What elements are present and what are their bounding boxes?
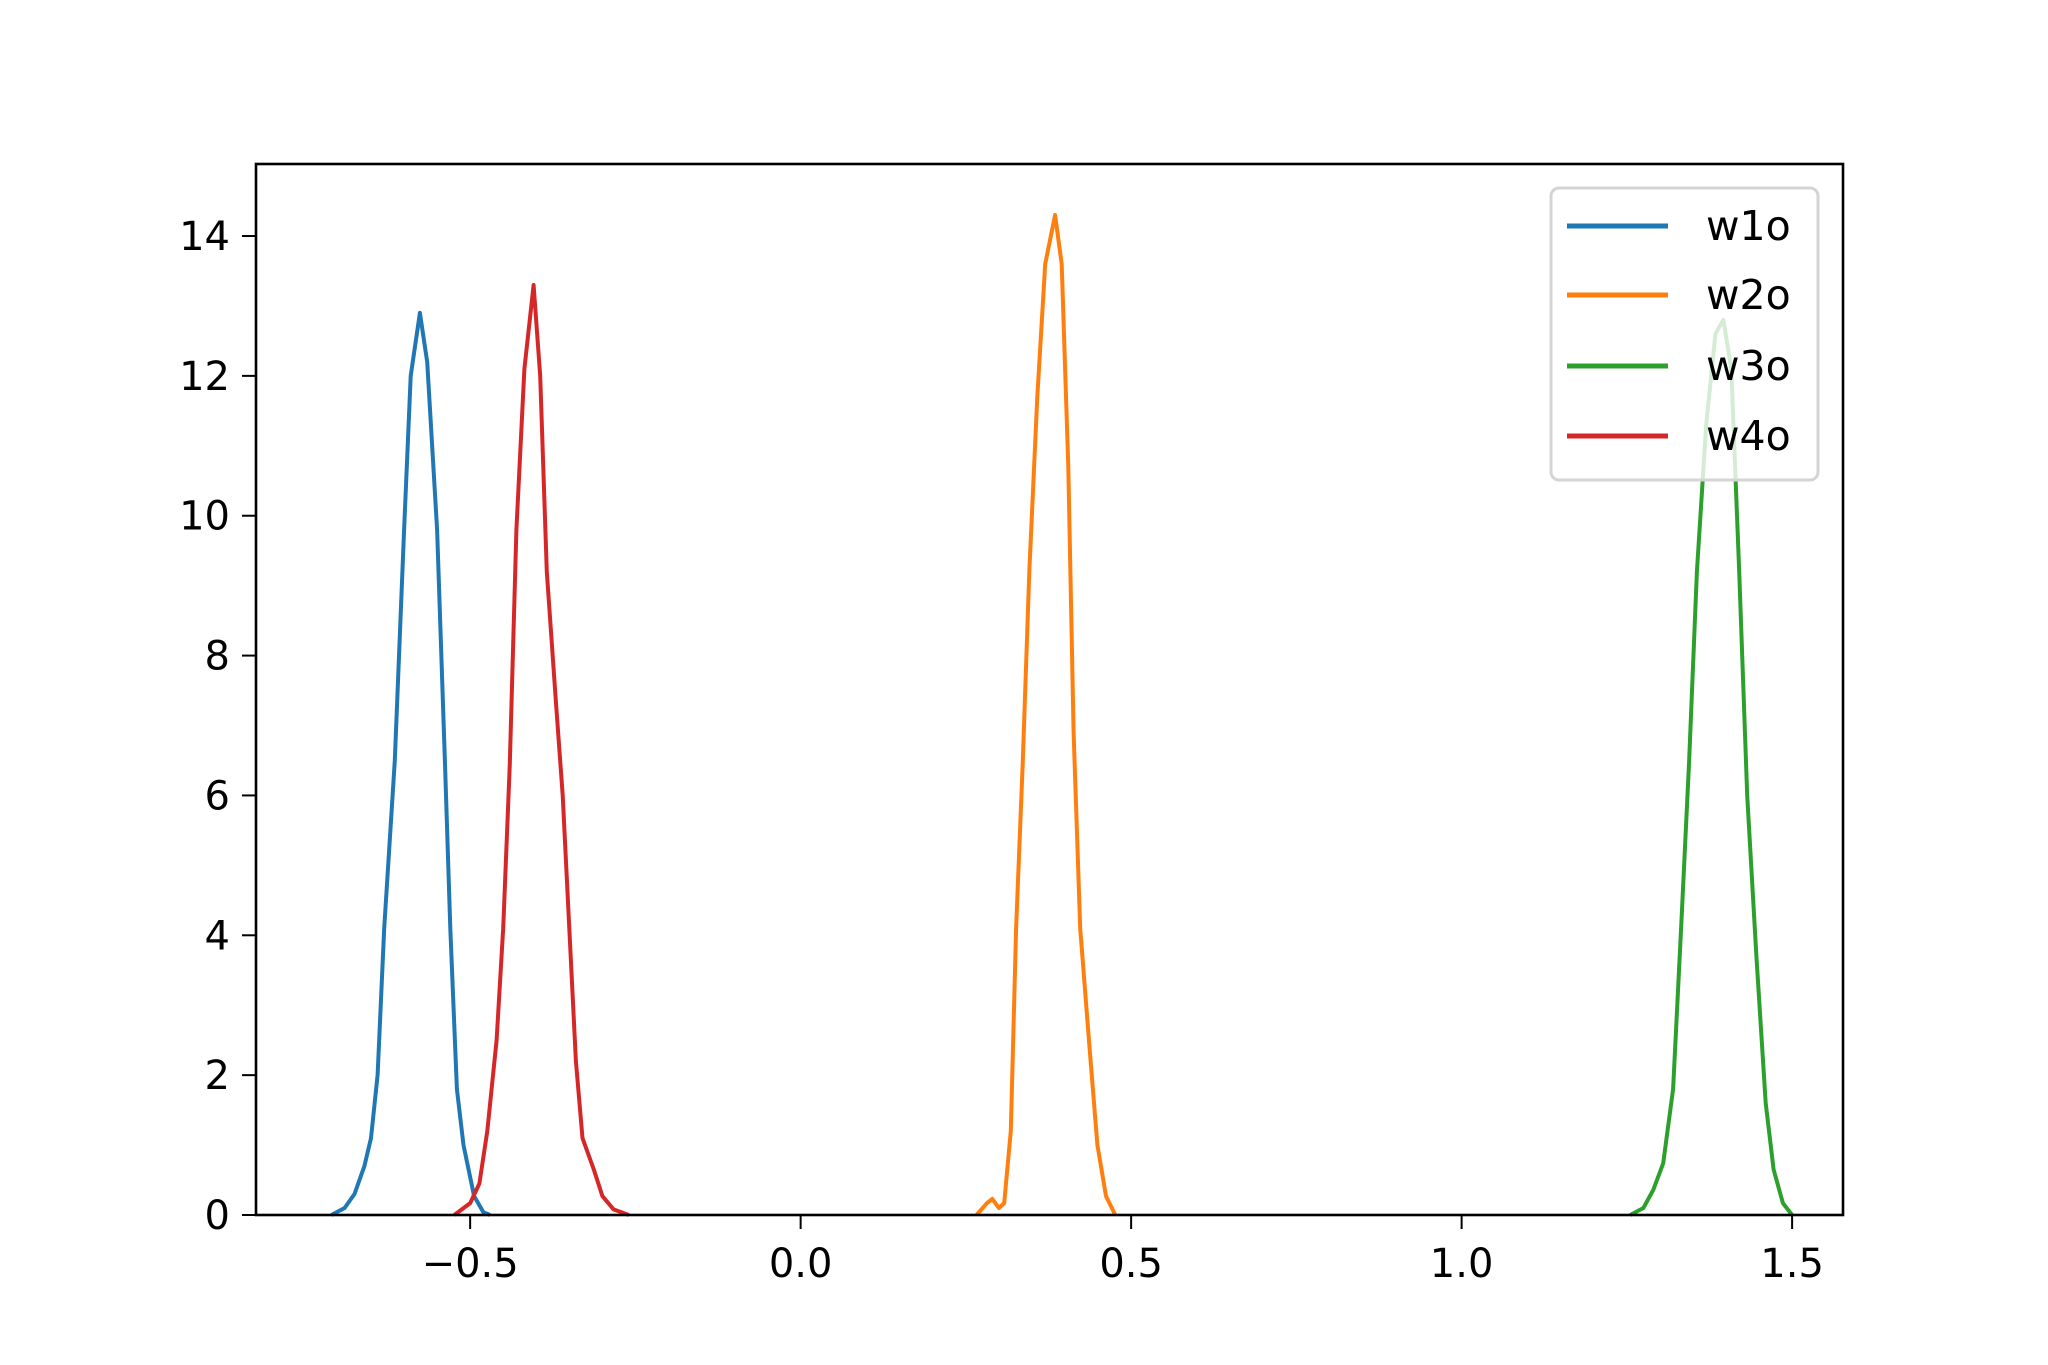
legend-label-w1o: w1o [1706, 202, 1791, 250]
x-tick-label: 0.0 [769, 1241, 833, 1287]
legend: w1o w2o w3o w4o [1549, 186, 1820, 482]
y-tick-label: 6 [205, 773, 230, 819]
x-tick-label: −0.5 [422, 1241, 519, 1287]
x-tick-label: 0.5 [1099, 1241, 1163, 1287]
y-tick-label: 2 [205, 1053, 230, 1099]
legend-label-w4o: w4o [1706, 412, 1791, 460]
series-line-w1o [330, 310, 491, 1217]
y-tick-label: 8 [205, 634, 230, 680]
y-tick-label: 14 [179, 214, 230, 260]
legend-box [1549, 186, 1820, 482]
y-tick-label: 0 [205, 1193, 230, 1239]
series-line-w2o [975, 213, 1118, 1217]
x-tick-label: 1.5 [1760, 1241, 1824, 1287]
x-tick-label: 1.0 [1430, 1241, 1494, 1287]
axis-ticks: −0.5 0.0 0.5 1.0 1.5 0 2 4 6 8 10 12 14 [179, 214, 1824, 1287]
legend-label-w3o: w3o [1706, 342, 1791, 390]
series-line-w4o [453, 283, 630, 1217]
y-tick-label: 10 [179, 494, 230, 540]
y-tick-label: 4 [205, 913, 230, 959]
y-tick-label: 12 [179, 354, 230, 400]
axes-frame [254, 162, 1845, 1217]
legend-label-w2o: w2o [1706, 271, 1791, 319]
